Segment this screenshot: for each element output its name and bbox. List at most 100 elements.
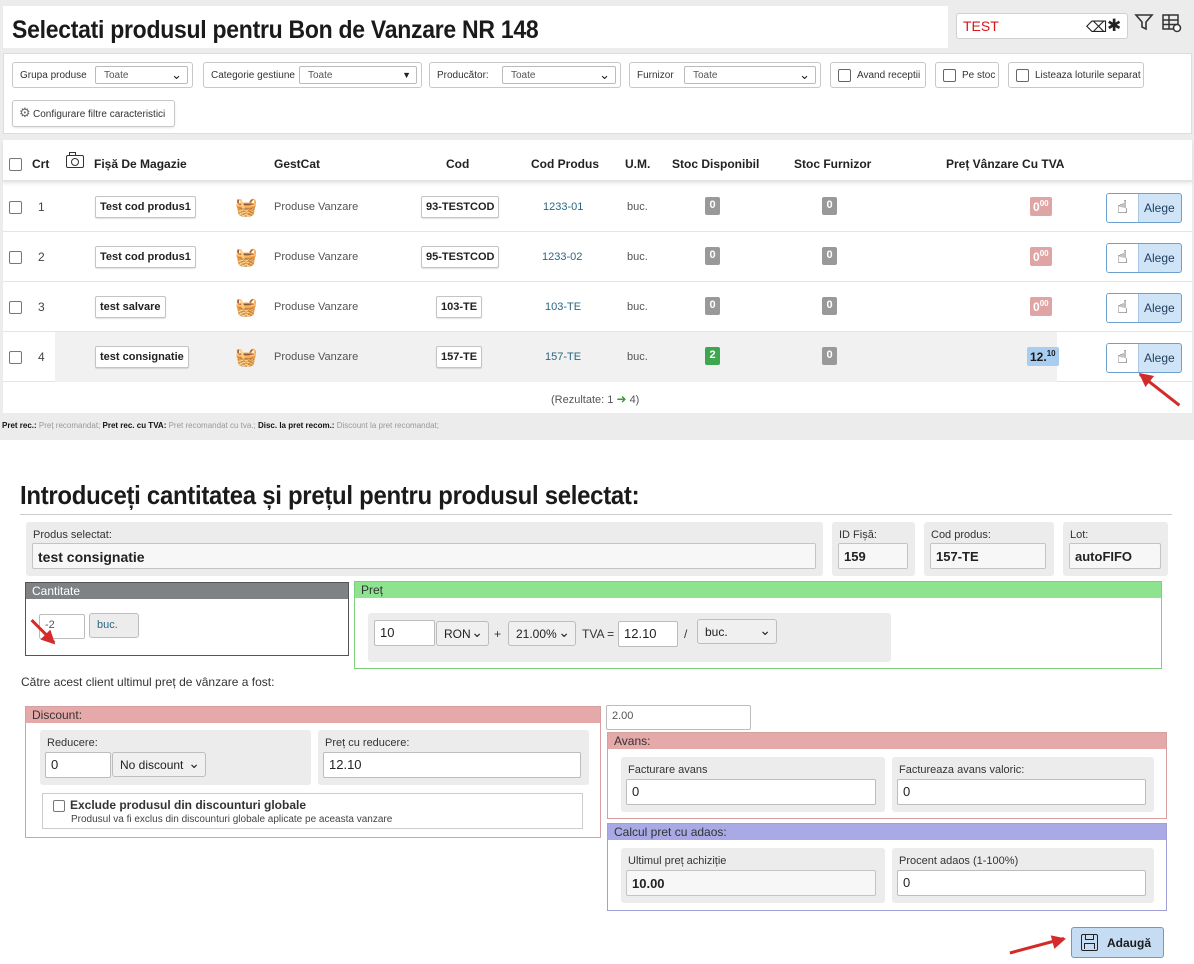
- col-crt[interactable]: Crt: [32, 157, 50, 171]
- search-input[interactable]: [963, 17, 1081, 35]
- select-all-checkbox[interactable]: [9, 158, 22, 171]
- col-stoc-furnizor[interactable]: Stoc Furnizor: [794, 157, 872, 171]
- gestcat-value: Produse Vanzare: [274, 301, 359, 313]
- cod-produs-value: 103-TE: [545, 301, 582, 313]
- gestcat-value: Produse Vanzare: [274, 201, 359, 213]
- discount-header: Discount:: [26, 707, 600, 723]
- pret-reducere-box: Preț cu reducere: 12.10: [318, 730, 589, 785]
- stoc-disponibil-badge: 0: [705, 297, 720, 315]
- stoc-disponibil-badge: 0: [705, 247, 720, 265]
- hand-pointer-icon: ☝: [1107, 344, 1139, 372]
- avans-valoric-input[interactable]: 0: [897, 779, 1146, 805]
- furnizor-select[interactable]: Toate ⌄: [684, 66, 816, 84]
- cod-produs-value: 1233-01: [543, 201, 584, 213]
- cantitate-unit: buc.: [89, 613, 139, 638]
- id-fisa-field: 159: [838, 543, 908, 569]
- products-table: Crt Fișă De Magazie GestCat Cod Cod Prod…: [3, 140, 1192, 413]
- procent-adaos-input[interactable]: 0: [897, 870, 1146, 896]
- eraser-icon[interactable]: ⌫: [1086, 19, 1108, 36]
- listeaza-loturi-toggle[interactable]: Listeaza loturile separat: [1008, 62, 1144, 88]
- exclude-checkbox[interactable]: [53, 800, 65, 812]
- legend: Pret rec.: Preț recomandat; Pret rec. cu…: [2, 421, 439, 430]
- stoc-furnizor-badge: 0: [822, 197, 837, 215]
- table-row: 2 Test cod produs1 🧺 Produse Vanzare 95-…: [3, 232, 1192, 282]
- basket-icon[interactable]: 🧺: [235, 197, 258, 217]
- fisa-link[interactable]: Test cod produs1: [95, 196, 196, 218]
- um-value: buc.: [627, 301, 648, 313]
- checkbox[interactable]: [943, 69, 956, 82]
- ultim-pret-field: 10.00: [626, 870, 876, 896]
- row-checkbox[interactable]: [9, 201, 22, 214]
- reducere-input[interactable]: 0: [45, 752, 111, 778]
- checkbox[interactable]: [1016, 69, 1029, 82]
- facturare-avans-box: Facturare avans 0: [621, 757, 885, 812]
- basket-icon[interactable]: 🧺: [235, 247, 258, 267]
- col-fisa[interactable]: Fișă De Magazie: [94, 157, 187, 171]
- col-cod-produs[interactable]: Cod Produs: [531, 157, 599, 171]
- row-checkbox[interactable]: [9, 251, 22, 264]
- price-badge: 000: [1030, 197, 1052, 216]
- filter-grupa-produse: Grupa produse Toate ⌄: [12, 62, 193, 88]
- fisa-link[interactable]: test consignatie: [95, 346, 189, 368]
- camera-icon: [66, 152, 84, 168]
- filter-categorie-gestiune: Categorie gestiune Toate ▼: [203, 62, 422, 88]
- col-stoc-disponibil[interactable]: Stoc Disponibil: [672, 157, 760, 171]
- pret-unit-select[interactable]: buc. ⌄: [697, 619, 777, 644]
- gestcat-value: Produse Vanzare: [274, 251, 359, 263]
- table-settings-icon[interactable]: [1161, 12, 1183, 40]
- lot-field: autoFIFO: [1069, 543, 1161, 569]
- pe-stoc-toggle[interactable]: Pe stoc: [935, 62, 999, 88]
- tva-total-input[interactable]: 12.10: [618, 621, 678, 647]
- checkbox[interactable]: [838, 69, 851, 82]
- row-crt: 1: [38, 200, 45, 214]
- arrow-right-icon[interactable]: ➜: [616, 392, 627, 406]
- pret-reducere-input[interactable]: 12.10: [323, 752, 581, 778]
- col-pret[interactable]: Preț Vânzare Cu TVA: [946, 157, 1065, 171]
- chevron-down-icon: ⌄: [558, 624, 570, 640]
- grupa-produse-select[interactable]: Toate ⌄: [95, 66, 188, 84]
- configurare-filtre-button[interactable]: ⚙ Configurare filtre caracteristici: [12, 100, 175, 127]
- tva-rate-select[interactable]: 21.00% ⌄: [508, 621, 576, 646]
- discount-type-select[interactable]: No discount ⌄: [112, 752, 206, 777]
- adauga-button[interactable]: Adaugă: [1071, 927, 1164, 958]
- ultim-pret-box: Ultimul preț achiziție 10.00: [621, 848, 885, 903]
- cod-produs-box: Cod produs: 157-TE: [924, 522, 1054, 576]
- alege-button[interactable]: ☝ Alege: [1106, 293, 1182, 323]
- producator-select[interactable]: Toate ⌄: [502, 66, 616, 84]
- col-gestcat[interactable]: GestCat: [274, 157, 321, 171]
- alege-button[interactable]: ☝ Alege: [1106, 193, 1182, 223]
- cod-badge: 95-TESTCOD: [421, 246, 500, 268]
- pret-panel: Preț 10 RON ⌄ + 21.00% ⌄ TVA = 12.10 / buc…: [354, 581, 1162, 669]
- filter-furnizor: Furnizor Toate ⌄: [629, 62, 821, 88]
- basket-icon[interactable]: 🧺: [235, 347, 258, 367]
- form-title: Introduceți cantitatea și prețul pentru …: [20, 480, 640, 510]
- basket-icon[interactable]: 🧺: [235, 297, 258, 317]
- page-title: Selectati produsul pentru Bon de Vanzare…: [12, 16, 539, 44]
- chevron-down-icon: ⌄: [599, 67, 610, 82]
- fisa-link[interactable]: Test cod produs1: [95, 246, 196, 268]
- adaos-header: Calcul pret cu adaos:: [608, 824, 1166, 840]
- row-checkbox[interactable]: [9, 351, 22, 364]
- cod-produs-value: 157-TE: [545, 351, 582, 363]
- row-checkbox[interactable]: [9, 301, 22, 314]
- cod-badge: 157-TE: [436, 346, 483, 368]
- alege-button[interactable]: ☝ Alege: [1106, 243, 1182, 273]
- avand-receptii-toggle[interactable]: Avand receptii: [830, 62, 926, 88]
- hand-pointer-icon: ☝: [1107, 294, 1139, 322]
- categorie-gestiune-select[interactable]: Toate ▼: [299, 66, 417, 84]
- annotation-arrow: [1009, 937, 1065, 955]
- filter-icon[interactable]: [1134, 12, 1154, 38]
- facturare-avans-input[interactable]: 0: [626, 779, 876, 805]
- chevron-down-icon: ⌄: [188, 755, 200, 771]
- clear-star-icon[interactable]: ✱: [1107, 16, 1122, 35]
- pret-input[interactable]: 10: [374, 620, 435, 646]
- chevron-down-icon: ⌄: [471, 624, 483, 640]
- cod-produs-field: 157-TE: [930, 543, 1046, 569]
- currency-select[interactable]: RON ⌄: [436, 621, 489, 646]
- col-um[interactable]: U.M.: [625, 157, 651, 171]
- stoc-furnizor-badge: 0: [822, 247, 837, 265]
- chevron-down-icon: ⌄: [759, 622, 771, 638]
- col-cod[interactable]: Cod: [446, 157, 470, 171]
- stoc-furnizor-badge: 0: [822, 297, 837, 315]
- fisa-link[interactable]: test salvare: [95, 296, 166, 318]
